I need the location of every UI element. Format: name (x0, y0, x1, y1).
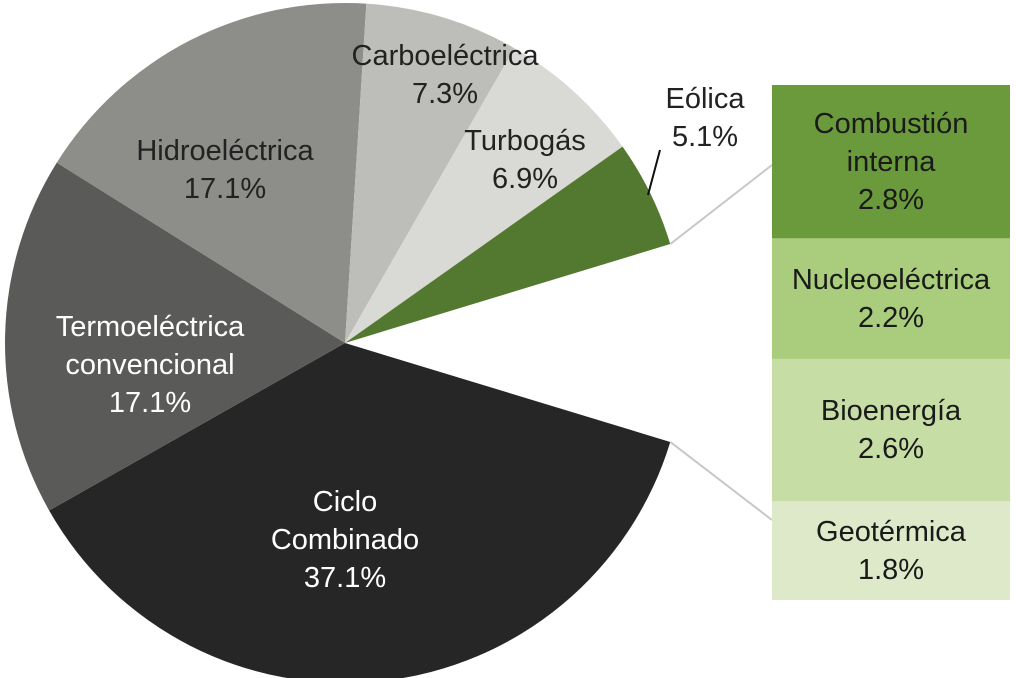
bar-segment (772, 501, 1010, 600)
label-text: 5.1% (671, 121, 739, 153)
bar-segment (772, 238, 1010, 359)
pie-label: Eólica 5.1% (645, 80, 765, 156)
label-text: Hidroeléctrica (136, 135, 314, 167)
bar-label: Combustión interna 2.8% (773, 105, 1009, 219)
pie-label: Hidroeléctrica 17.1% (95, 132, 355, 208)
label-text: 6.9% (491, 163, 559, 195)
label-text: 17.1% (108, 387, 192, 419)
pie-label: Termoeléctrica convencional 17.1% (30, 308, 270, 422)
pie-label: Turbogás 6.9% (425, 122, 625, 198)
pie-slice (56, 3, 367, 344)
pie-label: Ciclo Combinado 37.1% (255, 483, 435, 597)
label-text: Ciclo Combinado (270, 486, 420, 556)
label-text: 2.2% (857, 301, 925, 334)
label-text: 1.8% (857, 553, 925, 586)
label-text: 2.8% (857, 183, 925, 216)
label-text: Carboeléctrica (351, 40, 539, 72)
label-text: 37.1% (303, 562, 387, 594)
pie-slice (345, 3, 515, 344)
label-text: Turbogás (464, 125, 586, 157)
label-text: Geotérmica (816, 515, 966, 548)
label-text: Combustión interna (813, 107, 969, 178)
bar-label: Geotérmica 1.8% (773, 513, 1009, 589)
connector (669, 164, 773, 245)
bar-segment (772, 358, 1010, 502)
label-text: Termoeléctrica convencional (55, 311, 245, 381)
leader-line (647, 149, 661, 196)
pie-slice (345, 146, 671, 343)
pie-slice (345, 48, 623, 344)
pie-slice (49, 343, 671, 678)
label-text: 2.6% (857, 433, 925, 466)
label-text: Nucleoeléctrica (791, 263, 991, 296)
label-text: 7.3% (411, 78, 479, 110)
bar-label: Nucleoeléctrica 2.2% (773, 261, 1009, 337)
pie-label: Carboeléctrica 7.3% (315, 37, 575, 113)
label-text: Eólica (665, 83, 745, 115)
bar-segment (772, 85, 1010, 239)
pie-slice (5, 162, 346, 511)
connector (669, 441, 773, 521)
label-text: Bioenergía (820, 395, 962, 428)
label-text: 17.1% (183, 173, 267, 205)
bar-label: Bioenergía 2.6% (773, 392, 1009, 468)
